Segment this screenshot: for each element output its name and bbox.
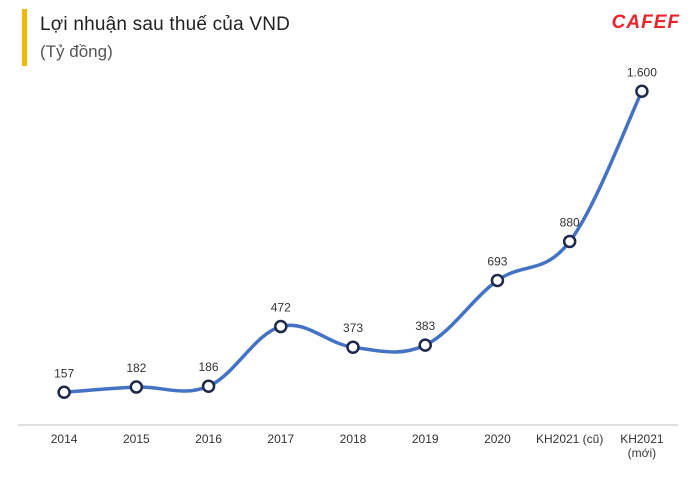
data-point-marker (490, 273, 505, 288)
data-point-marker (57, 385, 71, 400)
data-point-marker (418, 338, 432, 352)
data-value-label: 182 (126, 361, 146, 375)
data-point-marker (129, 380, 144, 394)
x-tick-label: 2017 (267, 432, 294, 446)
data-point-marker (274, 319, 288, 334)
data-point-marker (346, 340, 360, 354)
data-point-marker (635, 84, 649, 99)
x-tick-label: 2019 (412, 432, 439, 446)
data-point-marker (201, 379, 216, 393)
x-tick-label: 2016 (195, 432, 222, 446)
data-value-label: 383 (415, 319, 435, 333)
data-value-label: 373 (343, 321, 363, 335)
x-tick-label: 2015 (123, 432, 150, 446)
data-value-label: 693 (487, 254, 507, 268)
chart-marks: 157 2014 182 2015 186 2016 472 2017 373 2018 383 20… (51, 65, 664, 460)
data-value-label: 472 (271, 301, 291, 315)
cafef-logo: CAFEF (611, 12, 680, 33)
x-tick-label: 2020 (484, 432, 511, 446)
data-value-label: 157 (54, 366, 74, 380)
data-value-label: 880 (560, 215, 580, 229)
chart-title: Lợi nhuận sau thuế của VND (40, 14, 291, 35)
data-point-marker (562, 234, 577, 249)
x-tick-label: 2018 (340, 432, 367, 446)
title-accent-bar (22, 9, 27, 66)
x-tick-label: 2014 (51, 432, 78, 446)
chart-unit-label: (Tỷ đồng) (40, 42, 113, 61)
x-tick-label: KH2021 (mới) (620, 432, 664, 460)
data-value-label: 186 (199, 360, 219, 374)
data-value-label: 1.600 (627, 65, 657, 79)
x-tick-label: KH2021 (cũ) (536, 432, 603, 446)
